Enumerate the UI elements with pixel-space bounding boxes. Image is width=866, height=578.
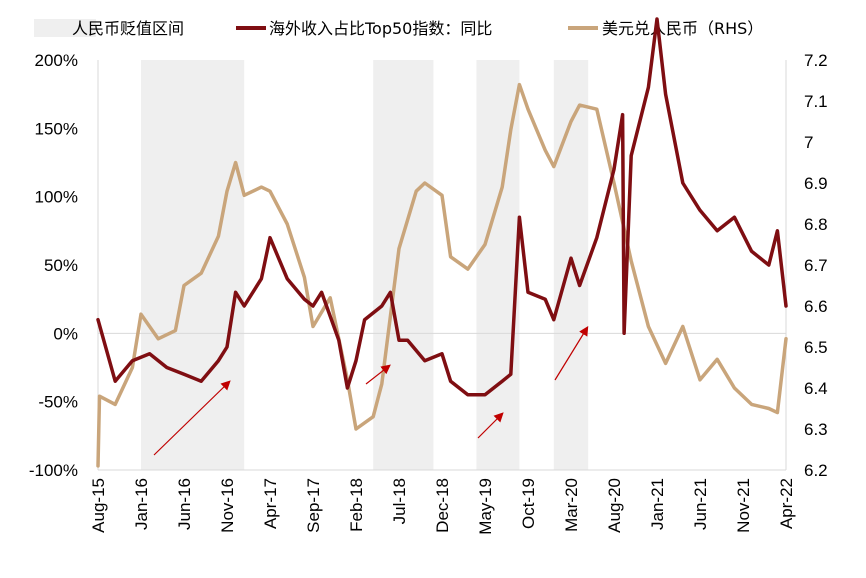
left-tick-label: 100% (35, 188, 78, 207)
depreciation-shade-2 (373, 60, 434, 470)
right-tick-label: 6.5 (804, 338, 828, 357)
x-tick-label: Jul-18 (390, 478, 409, 524)
x-tick-label: May-19 (476, 478, 495, 535)
legend: 人民币贬值区间 海外收入占比Top50指数：同比 美元兑人民币（RHS） (34, 19, 763, 38)
x-tick-label: Apr-17 (261, 478, 280, 529)
x-tick-label: Jun-16 (175, 478, 194, 530)
right-tick-label: 6.8 (804, 215, 828, 234)
right-tick-label: 6.4 (804, 379, 828, 398)
x-tick-label: Nov-16 (218, 478, 237, 533)
series-line-top50 (96, 17, 788, 397)
left-tick-label: -100% (29, 461, 78, 480)
annotation-arrows (153, 325, 589, 456)
left-tick-label: 150% (35, 119, 78, 138)
x-axis-ticks: Aug-15 Jan-16 Jun-16 Nov-16 Apr-17 Sep-17 Feb-… (89, 478, 796, 535)
right-tick-label: 6.6 (804, 297, 828, 316)
arrow-3 (477, 412, 504, 439)
x-tick-label: Aug-15 (89, 478, 108, 533)
x-tick-label: Jan-16 (132, 478, 151, 530)
right-tick-label: 6.2 (804, 461, 828, 480)
left-tick-label: 50% (44, 256, 78, 275)
left-tick-label: -50% (38, 393, 78, 412)
arrow-4 (554, 325, 589, 381)
right-tick-label: 6.7 (804, 256, 828, 275)
right-tick-label: 6.3 (804, 420, 828, 439)
left-axis-ticks: -100% -50% 0% 50% 100% 150% 200% (29, 51, 78, 480)
left-tick-label: 200% (35, 51, 78, 70)
legend-label-top50: 海外收入占比Top50指数：同比 (269, 19, 492, 38)
x-tick-label: Mar-20 (562, 478, 581, 532)
x-tick-label: Nov-21 (734, 478, 753, 533)
x-tick-label: Aug-20 (605, 478, 624, 533)
right-axis-ticks: 6.2 6.3 6.4 6.5 6.6 6.7 6.8 6.9 7 7.1 7.2 (804, 51, 828, 480)
legend-label-shade: 人民币贬值区间 (72, 19, 184, 38)
x-tick-label: Oct-19 (519, 478, 538, 529)
right-tick-label: 7 (804, 133, 813, 152)
x-tick-label: Jun-21 (691, 478, 710, 530)
x-tick-label: Sep-17 (304, 478, 323, 533)
x-tick-label: Jan-21 (648, 478, 667, 530)
legend-label-usdcny: 美元兑人民币（RHS） (602, 19, 763, 38)
x-tick-label: Apr-22 (777, 478, 796, 529)
x-tick-label: Dec-18 (433, 478, 452, 533)
left-tick-label: 0% (53, 324, 78, 343)
series-layer (96, 17, 788, 468)
arrow-2 (365, 364, 391, 385)
depreciation-shades (141, 60, 589, 470)
legend-swatch-shade (34, 19, 96, 37)
series-line-usdcny (96, 82, 788, 468)
depreciation-shade-4 (553, 60, 589, 470)
depreciation-shade-1 (141, 60, 245, 470)
right-tick-label: 6.9 (804, 174, 828, 193)
right-tick-label: 7.1 (804, 92, 828, 111)
x-tick-label: Feb-18 (347, 478, 366, 532)
right-tick-label: 7.2 (804, 51, 828, 70)
arrow-1 (153, 380, 231, 456)
